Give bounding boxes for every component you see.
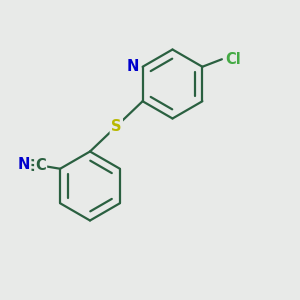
Text: N: N: [127, 59, 139, 74]
Text: N: N: [18, 157, 30, 172]
Text: C: C: [35, 158, 46, 173]
Text: Cl: Cl: [225, 52, 241, 67]
Text: S: S: [111, 119, 122, 134]
